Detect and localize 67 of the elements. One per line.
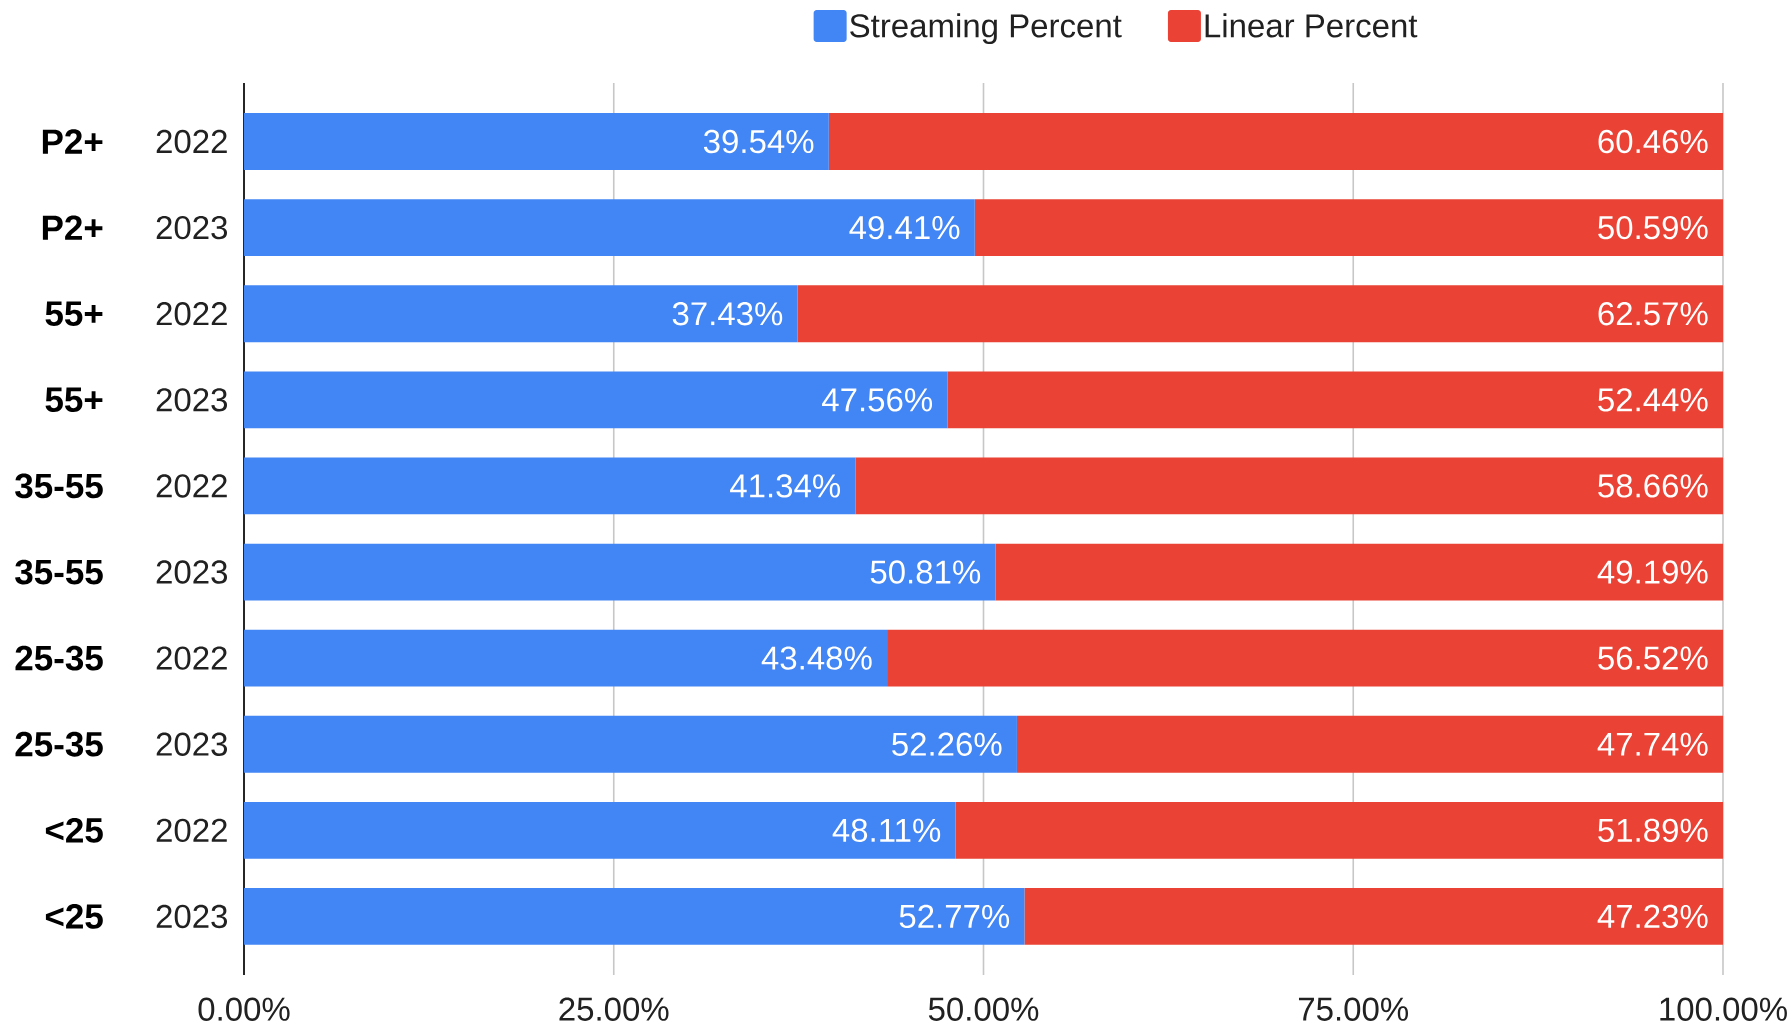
bar <box>855 457 1723 515</box>
y-tick-label: 2022 <box>156 818 227 843</box>
data-label: 52.44% <box>1598 388 1708 412</box>
x-tick-label: 100.00% <box>1660 997 1787 1021</box>
y-tick-label: 2022 <box>156 302 227 326</box>
y-tick-label: 2022 <box>156 474 227 498</box>
bar <box>244 801 956 859</box>
data-label: 52.26% <box>892 732 1002 756</box>
data-label: 60.46% <box>1598 129 1708 154</box>
bar <box>244 285 798 343</box>
bar <box>947 371 1723 429</box>
data-label: 48.11% <box>832 818 941 843</box>
legend-label: Linear Percent <box>1205 13 1418 38</box>
data-label: 50.81% <box>870 560 981 584</box>
text: 35-55 <box>15 559 103 585</box>
data-label: 49.41% <box>849 215 960 240</box>
data-label: 49.19% <box>1597 560 1708 584</box>
y-tick-label: 2023 <box>156 904 228 929</box>
legend-label: Streaming Percent <box>850 13 1122 45</box>
bar <box>995 543 1723 601</box>
data-label: 41.34% <box>730 474 841 498</box>
data-label: 51.89% <box>1598 818 1708 843</box>
y-tick-label: 2023 <box>156 560 228 584</box>
bar <box>828 113 1723 170</box>
bar <box>1024 888 1723 945</box>
text: <25 <box>45 904 103 929</box>
data-label: 43.48% <box>761 646 872 670</box>
x-tick-label: 50.00% <box>928 997 1039 1021</box>
y-tick-label: 2023 <box>156 732 228 756</box>
text: 35-55 <box>15 473 103 499</box>
bar <box>244 457 856 515</box>
bar <box>244 543 996 601</box>
data-label: 56.52% <box>1598 646 1708 670</box>
text: 25-35 <box>15 645 103 671</box>
bar <box>244 199 975 257</box>
x-tick-label: 75.00% <box>1298 997 1409 1021</box>
text: 55+ <box>45 301 103 326</box>
data-label: 47.56% <box>822 388 933 412</box>
text: P2+ <box>42 215 103 240</box>
bar <box>244 113 829 170</box>
text: <25 <box>45 817 103 843</box>
data-label: 62.57% <box>1598 302 1708 326</box>
data-label: 47.74% <box>1597 732 1708 756</box>
bar <box>244 371 948 429</box>
data-label: 39.54% <box>703 129 814 154</box>
bar <box>244 715 1017 773</box>
x-tick-label: 25.00% <box>559 997 669 1021</box>
data-label: 47.23% <box>1597 904 1708 929</box>
bar <box>974 199 1723 257</box>
bar <box>1016 715 1723 773</box>
data-label: 58.66% <box>1598 474 1708 498</box>
text: 55+ <box>45 387 103 413</box>
y-tick-label: 2022 <box>156 129 227 154</box>
y-tick-label: 2023 <box>156 388 228 412</box>
data-label: 50.59% <box>1598 215 1708 240</box>
bar <box>797 285 1723 343</box>
bar <box>887 629 1723 687</box>
y-tick-label: 2022 <box>156 646 227 670</box>
data-label: 37.43% <box>672 302 783 326</box>
data-label: 52.77% <box>899 904 1010 929</box>
bar <box>244 888 1025 945</box>
text: 25-35 <box>15 731 103 757</box>
x-tick-label: 0.00% <box>198 997 290 1021</box>
text: P2+ <box>42 129 103 154</box>
bar <box>244 629 888 687</box>
y-tick-label: 2023 <box>156 215 228 240</box>
bar <box>955 801 1723 859</box>
